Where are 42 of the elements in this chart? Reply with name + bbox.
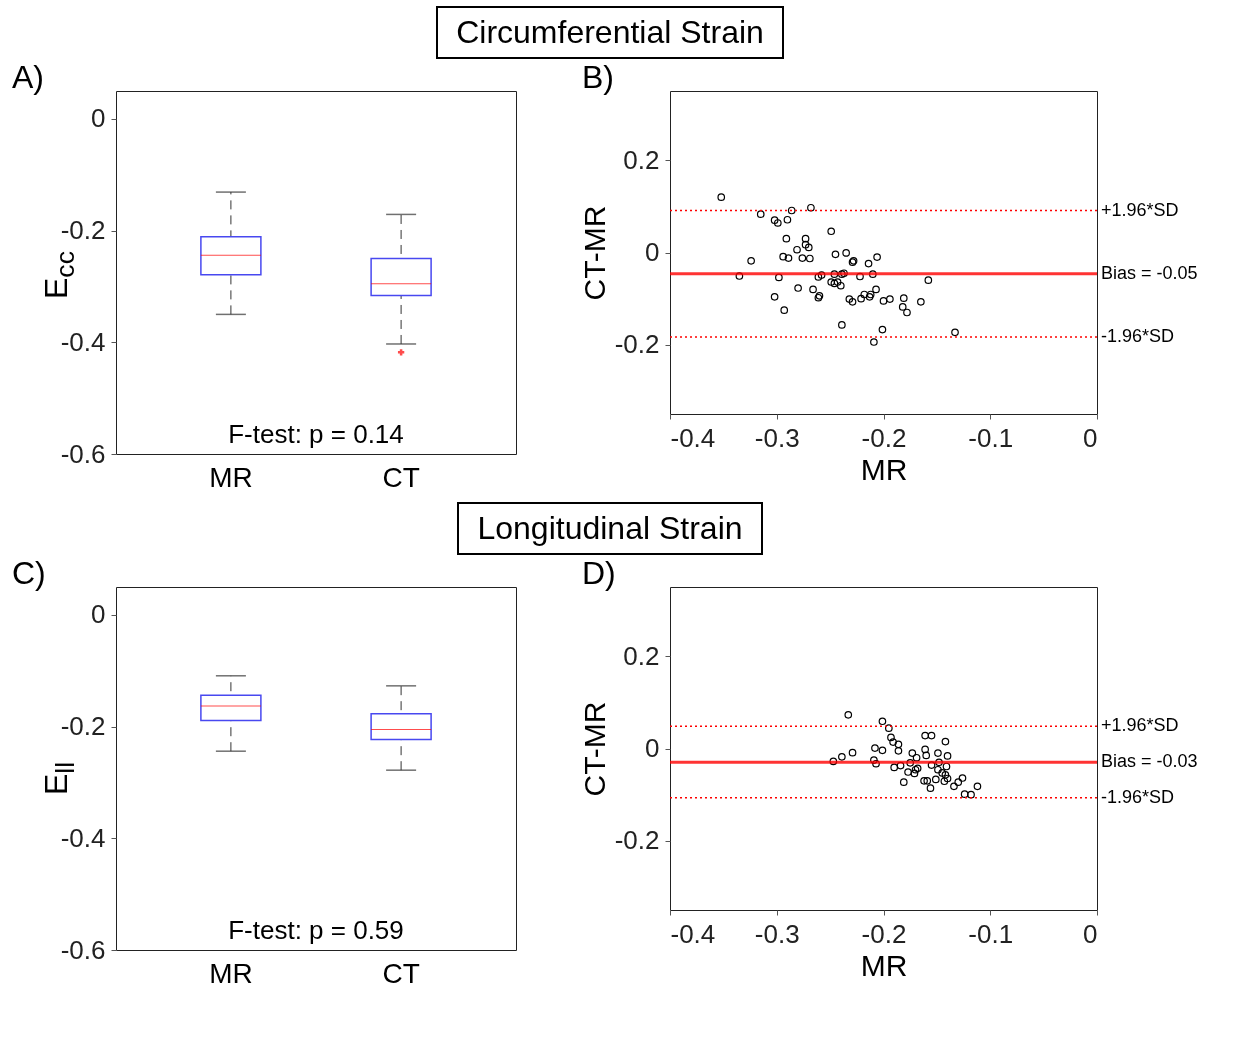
y-tick-label: -0.2 xyxy=(60,711,106,742)
ref-line-label: -1.96*SD xyxy=(1101,786,1175,807)
y-tick-label: -0.4 xyxy=(60,822,106,853)
y-tick-label: 0 xyxy=(91,103,106,134)
ref-line-label: -1.96*SD xyxy=(1101,325,1175,346)
text: C) xyxy=(12,555,46,591)
x-tick-label: CT xyxy=(382,957,420,989)
x-tick-label: -0.3 xyxy=(754,422,800,453)
annotation: F-test: p = 0.59 xyxy=(228,915,404,945)
x-tick-label: -0.4 xyxy=(670,422,716,453)
y-axis-title: CT-MR xyxy=(577,205,611,301)
x-tick-label: -0.2 xyxy=(861,918,907,949)
y-tick-label: 0 xyxy=(645,237,660,267)
x-tick-label: -0.2 xyxy=(861,422,907,453)
ref-line-label: Bias = -0.03 xyxy=(1101,751,1198,772)
text: Longitudinal Strain xyxy=(457,502,763,555)
y-tick-label: -0.2 xyxy=(614,825,660,856)
y-tick-label: -0.2 xyxy=(60,215,106,246)
ref-line-label: +1.96*SD xyxy=(1101,715,1179,736)
text: Circumferential Strain xyxy=(436,6,784,59)
x-tick-label: -0.1 xyxy=(968,918,1014,949)
y-tick-label: 0 xyxy=(645,733,660,763)
x-tick-label: CT xyxy=(382,461,420,493)
ref-line-label: +1.96*SD xyxy=(1101,199,1179,220)
y-tick-label: -0.4 xyxy=(60,326,106,357)
annotation: F-test: p = 0.14 xyxy=(228,419,404,449)
y-axis-title: CT-MR xyxy=(577,701,611,797)
x-tick-label: 0 xyxy=(1083,918,1098,949)
text: B) xyxy=(582,59,614,95)
y-tick-label: 0 xyxy=(91,599,106,630)
text: D) xyxy=(582,555,616,591)
y-tick-label: -0.2 xyxy=(614,329,660,360)
x-tick-label: 0 xyxy=(1083,422,1098,453)
y-tick-label: 0.2 xyxy=(623,144,660,175)
y-tick-label: 0.2 xyxy=(623,640,660,671)
y-tick-label: -0.6 xyxy=(60,438,106,469)
x-tick-label: -0.3 xyxy=(754,918,800,949)
text: A) xyxy=(12,59,44,95)
x-tick-label: -0.4 xyxy=(670,918,716,949)
y-tick-label: -0.6 xyxy=(60,934,106,965)
x-tick-label: -0.1 xyxy=(968,422,1014,453)
ref-line-label: Bias = -0.05 xyxy=(1101,262,1198,283)
